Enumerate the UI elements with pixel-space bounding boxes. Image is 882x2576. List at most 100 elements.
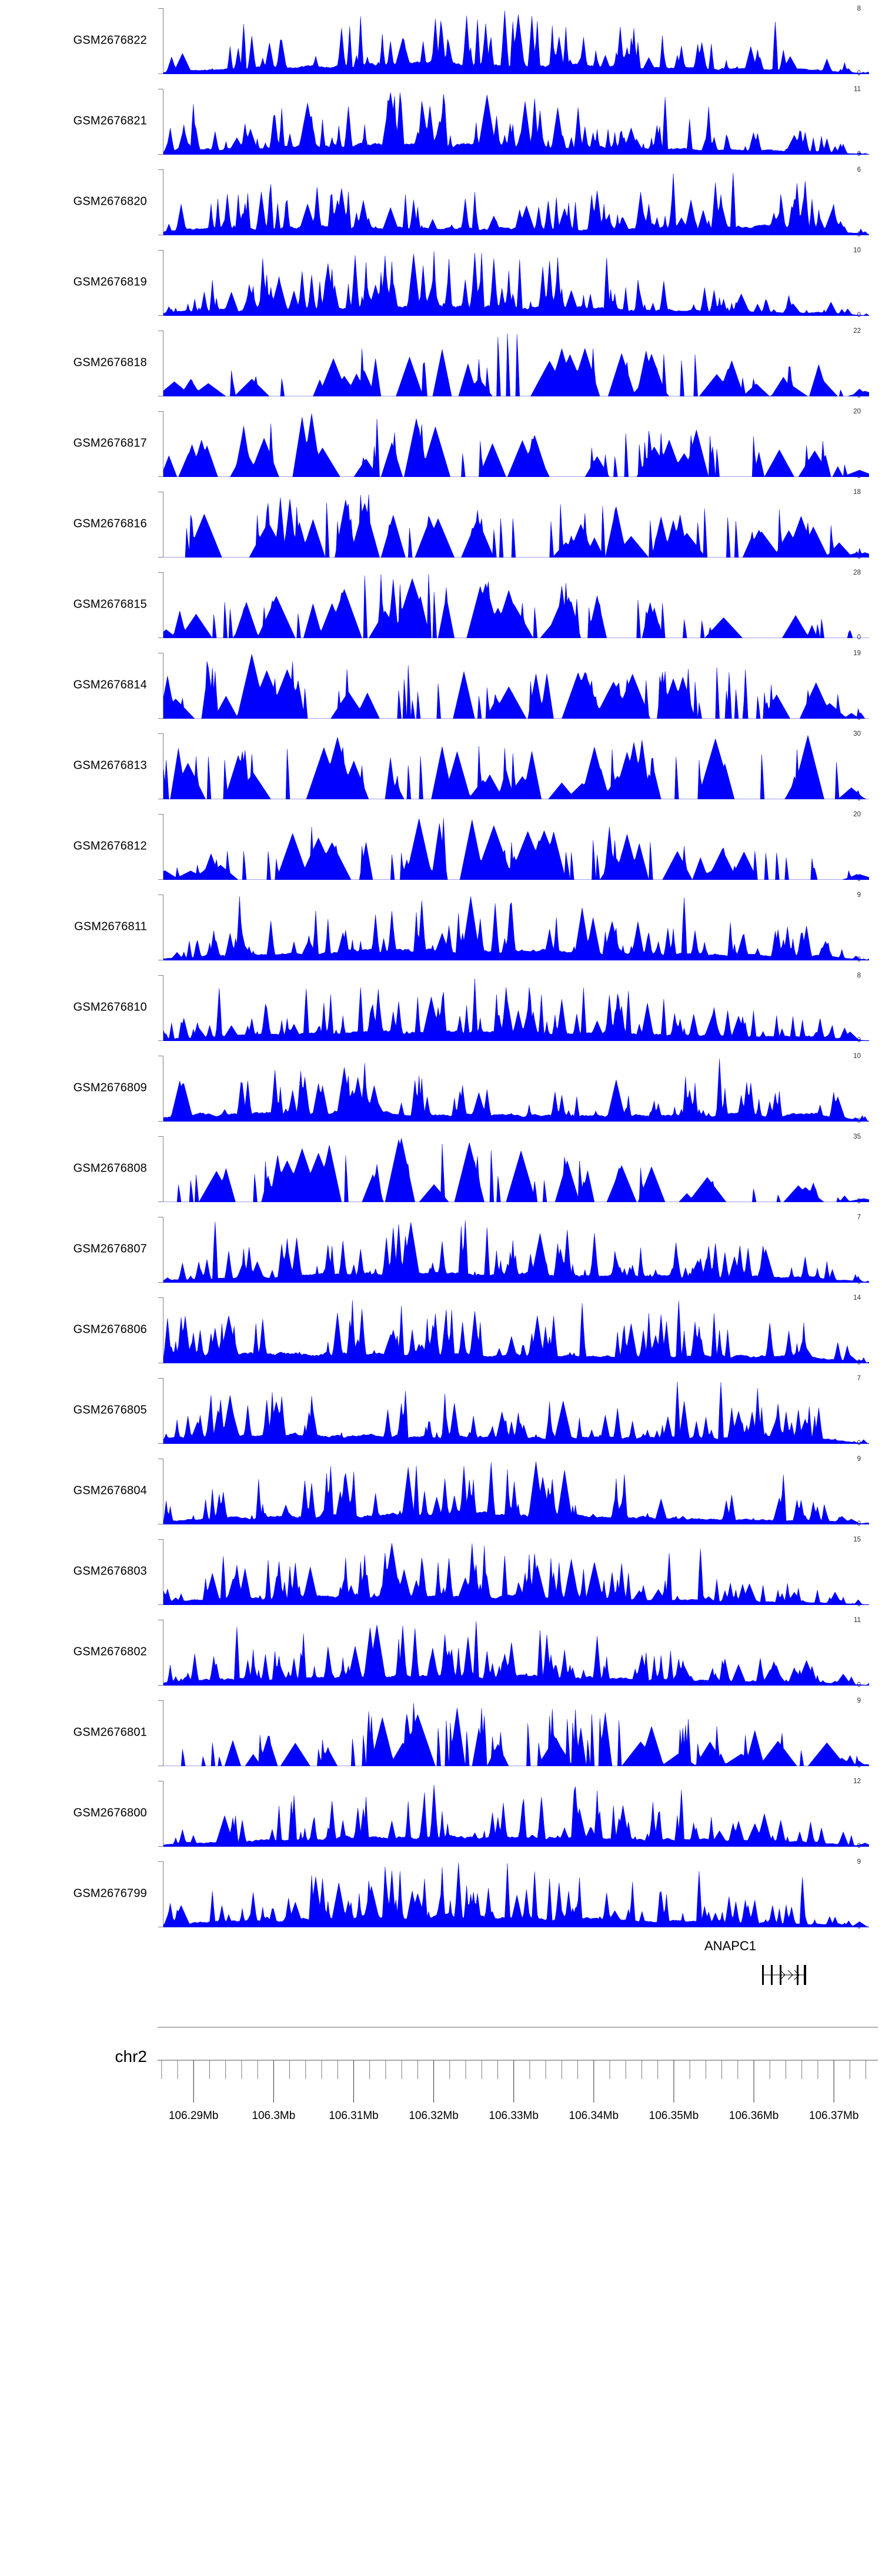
coverage-track-row[interactable]: GSM2676817 200 xyxy=(0,403,882,483)
y-axis-max-label: 10 xyxy=(853,247,861,254)
gene-exon[interactable] xyxy=(762,1965,764,1985)
gene-exon[interactable] xyxy=(804,1965,806,1985)
y-axis-max-label: 30 xyxy=(853,730,861,738)
coverage-track-row[interactable]: GSM2676801 90 xyxy=(0,1692,882,1773)
coverage-path xyxy=(163,413,869,477)
coverage-track-row[interactable]: GSM2676820 60 xyxy=(0,161,882,242)
track-plot-area[interactable]: 90 xyxy=(158,1456,869,1527)
track-plot-area[interactable]: 300 xyxy=(158,730,869,802)
coverage-track-row[interactable]: GSM2676818 220 xyxy=(0,322,882,403)
y-axis-max-label: 18 xyxy=(853,489,861,496)
y-axis-tick-min xyxy=(158,1282,163,1283)
y-axis-max-label: 20 xyxy=(853,811,861,818)
track-plot-area[interactable]: 100 xyxy=(158,1053,869,1124)
coverage-tracks-container: GSM267682280GSM2676821110GSM267682060GSM… xyxy=(0,0,882,1934)
track-y-axis xyxy=(158,411,164,477)
coverage-track-row[interactable]: GSM2676806 140 xyxy=(0,1289,882,1370)
track-plot-area[interactable]: 200 xyxy=(158,408,869,479)
track-plot-area[interactable]: 100 xyxy=(158,247,869,318)
coverage-track-row[interactable]: GSM2676809 100 xyxy=(0,1047,882,1128)
gene-exon[interactable] xyxy=(780,1965,781,1985)
coverage-track-row[interactable]: GSM2676800 120 xyxy=(0,1773,882,1853)
gene-model-graphic[interactable] xyxy=(163,1957,875,1993)
track-plot-area[interactable]: 60 xyxy=(158,166,869,238)
track-plot-area[interactable]: 80 xyxy=(158,972,869,1043)
gene-strand-arrow-icon xyxy=(794,1970,800,1980)
y-axis-min-label: 0 xyxy=(857,633,861,641)
track-y-axis xyxy=(158,1781,164,1847)
y-axis-tick-max xyxy=(158,411,163,412)
track-y-axis xyxy=(158,169,164,235)
track-y-axis xyxy=(158,653,164,719)
gene-exon[interactable] xyxy=(797,1965,799,1985)
coverage-track-row[interactable]: GSM2676805 70 xyxy=(0,1370,882,1450)
track-plot-area[interactable]: 180 xyxy=(158,489,869,560)
coverage-signal-area xyxy=(163,1861,869,1927)
track-plot-area[interactable]: 110 xyxy=(158,1617,869,1688)
gene-annotation-panel: ANAPC1 xyxy=(0,1934,882,2001)
track-y-axis xyxy=(158,1136,164,1202)
coverage-track-row[interactable]: GSM2676813 300 xyxy=(0,725,882,806)
coverage-track-row[interactable]: GSM2676803 150 xyxy=(0,1531,882,1611)
track-plot-area[interactable]: 150 xyxy=(158,1536,869,1607)
track-plot-area[interactable]: 200 xyxy=(158,811,869,882)
coverage-signal-area xyxy=(163,1136,869,1202)
y-axis-tick-max xyxy=(158,1136,163,1137)
track-plot-area[interactable]: 120 xyxy=(158,1778,869,1849)
coverage-track-row[interactable]: GSM2676822 80 xyxy=(0,0,882,81)
coverage-track-row[interactable]: GSM2676807 70 xyxy=(0,1209,882,1289)
track-sample-label: GSM2676808 xyxy=(73,1162,147,1174)
track-plot-area[interactable]: 80 xyxy=(158,5,869,76)
track-y-axis xyxy=(158,1056,164,1122)
track-plot-area[interactable]: 28 0 xyxy=(158,569,869,640)
coverage-track-row[interactable]: GSM2676821 110 xyxy=(0,81,882,161)
y-axis-tick-max xyxy=(158,814,163,815)
y-axis-tick-min xyxy=(158,556,163,558)
gene-exon[interactable] xyxy=(771,1965,773,1985)
coverage-signal-area xyxy=(163,1700,869,1766)
track-plot-area[interactable]: 190 xyxy=(158,650,869,721)
coverage-signal-area xyxy=(163,1056,869,1122)
track-plot-area[interactable]: 90 xyxy=(158,1858,869,1930)
track-sample-label: GSM2676799 xyxy=(73,1887,147,1900)
coverage-path xyxy=(163,817,869,880)
track-plot-area[interactable]: 90 xyxy=(158,892,869,963)
track-sample-label: GSM2676801 xyxy=(73,1726,147,1739)
coverage-signal-area xyxy=(163,492,869,558)
coverage-track-row[interactable]: GSM2676808 350 xyxy=(0,1128,882,1209)
coverage-track-row[interactable]: GSM2676815 28 0 xyxy=(0,564,882,645)
coverage-track-row[interactable]: GSM2676810 80 xyxy=(0,967,882,1047)
track-plot-area[interactable]: 110 xyxy=(158,86,869,157)
chromosome-axis-panel: chr2 106.29Mb 106.3Mb 106.31Mb 106.32Mb 106.… xyxy=(0,2001,882,2148)
coverage-track-row[interactable]: GSM2676802 110 xyxy=(0,1611,882,1692)
coverage-track-row[interactable]: GSM2676816 180 xyxy=(0,483,882,564)
track-y-axis xyxy=(158,492,164,558)
coverage-track-row[interactable]: GSM2676799 90 xyxy=(0,1853,882,1934)
coverage-signal-area xyxy=(163,1781,869,1847)
track-plot-area[interactable]: 70 xyxy=(158,1375,869,1446)
coverage-track-row[interactable]: GSM2676814 190 xyxy=(0,645,882,725)
track-y-axis xyxy=(158,8,164,74)
track-plot-area[interactable]: 350 xyxy=(158,1133,869,1204)
coverage-path xyxy=(163,1138,869,1202)
track-y-axis xyxy=(158,975,164,1041)
coverage-track-row[interactable]: GSM2676819 100 xyxy=(0,242,882,322)
coverage-path xyxy=(163,1863,869,1927)
track-y-axis xyxy=(158,331,164,396)
coverage-track-row[interactable]: GSM2676812 200 xyxy=(0,806,882,886)
track-plot-area[interactable]: 220 xyxy=(158,328,869,399)
coverage-path xyxy=(163,1220,869,1283)
coverage-signal-area xyxy=(163,1539,869,1605)
track-plot-area[interactable]: 70 xyxy=(158,1214,869,1285)
y-axis-tick-min xyxy=(158,1846,163,1847)
y-axis-tick-min xyxy=(158,1120,163,1122)
chromosome-ruler[interactable]: 106.29Mb 106.3Mb 106.31Mb 106.32Mb 106.33Mb 1… xyxy=(158,2025,878,2143)
track-plot-area[interactable]: 140 xyxy=(158,1294,869,1366)
track-y-axis xyxy=(158,1700,164,1766)
y-axis-max-label: 9 xyxy=(857,1697,861,1704)
track-plot-area[interactable]: 90 xyxy=(158,1697,869,1769)
coverage-track-row[interactable]: GSM2676804 90 xyxy=(0,1450,882,1531)
coverage-track-row[interactable]: GSM2676811 90 xyxy=(0,886,882,967)
track-sample-label: GSM2676814 xyxy=(73,678,147,691)
y-axis-tick-max xyxy=(158,1297,163,1299)
